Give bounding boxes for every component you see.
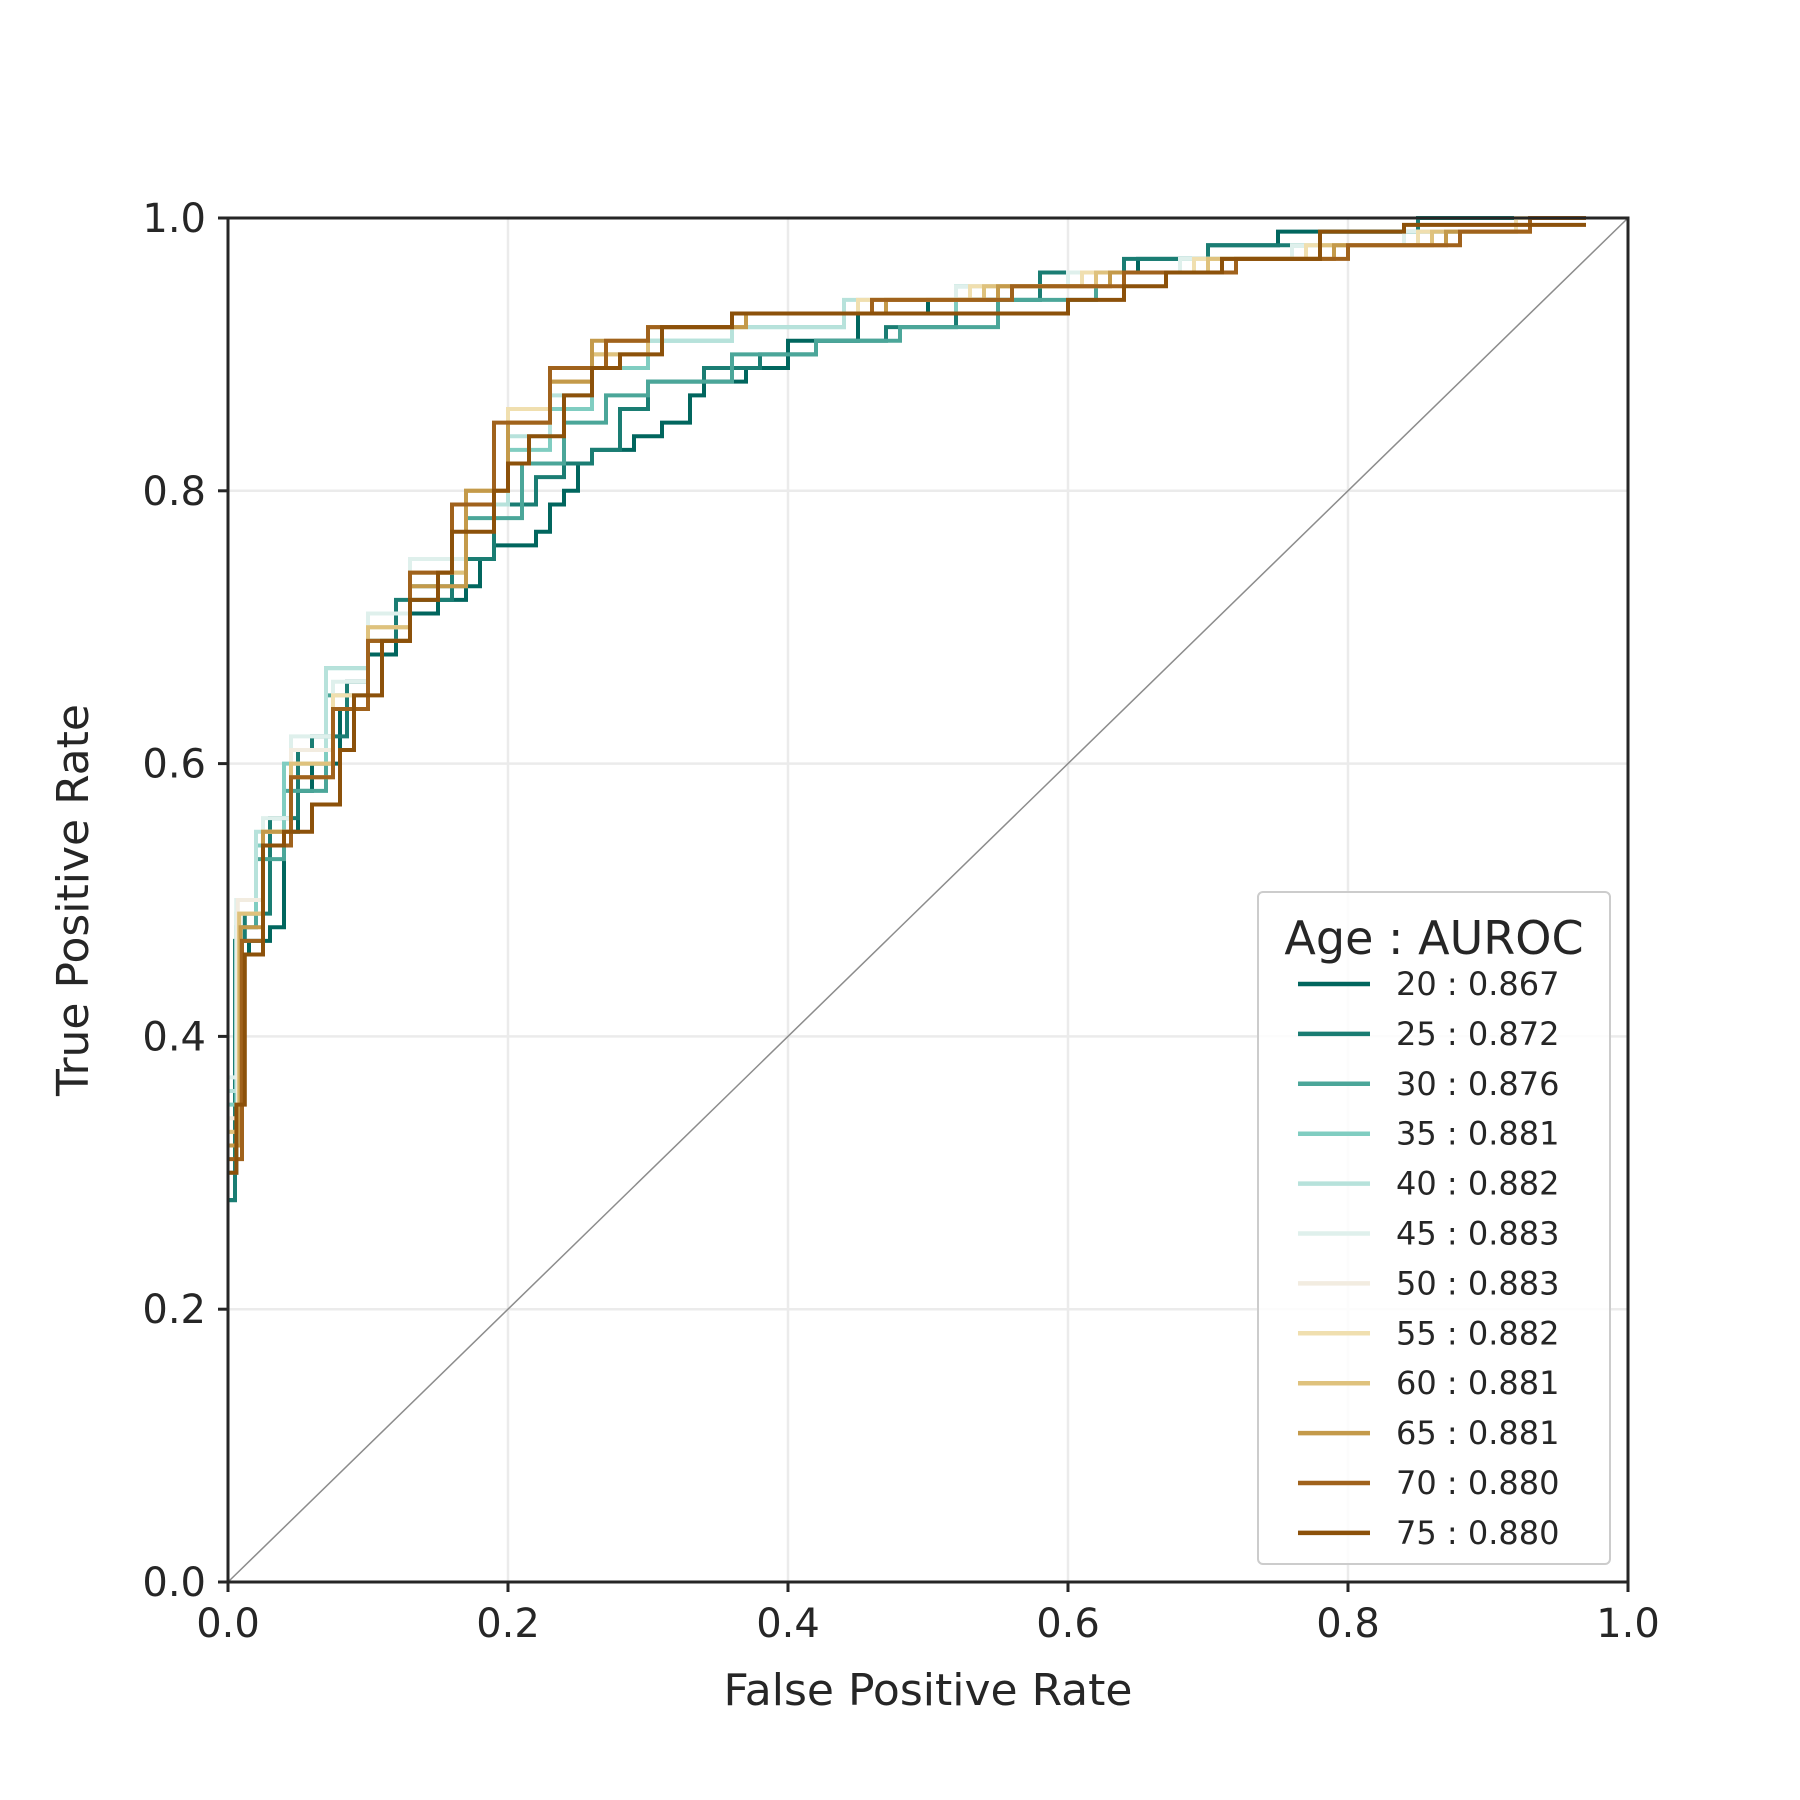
y-tick-label: 1.0 — [142, 196, 206, 242]
x-tick-label: 0.4 — [756, 1601, 820, 1647]
x-axis-label: False Positive Rate — [724, 1665, 1133, 1716]
legend-entry-label: 55 : 0.882 — [1396, 1314, 1559, 1352]
x-tick-label: 0.0 — [196, 1601, 260, 1647]
grid — [226, 216, 1630, 1584]
y-tick-label: 0.6 — [142, 742, 206, 788]
y-tick-label: 0.2 — [142, 1287, 206, 1333]
plot-frame — [226, 216, 1630, 1584]
diagonal-reference — [227, 217, 1629, 1583]
legend-entry-label: 75 : 0.880 — [1396, 1514, 1559, 1552]
legend-entry-label: 45 : 0.883 — [1396, 1215, 1559, 1253]
legend-entry-label: 20 : 0.867 — [1396, 965, 1559, 1003]
x-tick-label: 0.8 — [1316, 1601, 1380, 1647]
roc-curves — [228, 216, 1586, 1203]
roc-curve-series-11 — [228, 222, 1586, 1175]
y-tick-label: 0.4 — [142, 1014, 206, 1060]
x-tick-label: 0.2 — [476, 1601, 540, 1647]
legend-entry-label: 60 : 0.881 — [1396, 1364, 1559, 1402]
legend-entry-label: 40 : 0.882 — [1396, 1165, 1559, 1203]
y-axis-label: True Positive Rate — [48, 704, 99, 1097]
legend-entry-label: 50 : 0.883 — [1396, 1264, 1559, 1302]
y-tick-label: 0.8 — [142, 469, 206, 515]
legend-entry-label: 70 : 0.880 — [1396, 1464, 1559, 1502]
legend-title: Age : AUROC — [1284, 911, 1583, 965]
legend-entry-label: 25 : 0.872 — [1396, 1015, 1559, 1053]
x-tick-label: 0.6 — [1036, 1601, 1100, 1647]
legend-items: 20 : 0.867 25 : 0.872 30 : 0.876 35 : 0.881… — [1298, 965, 1559, 1552]
legend-entry-label: 65 : 0.881 — [1396, 1414, 1559, 1452]
legend-entry-label: 35 : 0.881 — [1396, 1115, 1559, 1153]
legend: Age : AUROC 20 : 0.867 25 : 0.872 30 : 0.8… — [1257, 891, 1611, 1565]
diagonal-line — [227, 217, 1629, 1583]
axis-ticks: 0.0 0.2 0.4 0.6 0.8 1.0 0.0 0.2 0.4 0.6 0.8 1.0 — [142, 196, 1659, 1647]
legend-entry-label: 30 : 0.876 — [1396, 1065, 1559, 1103]
x-tick-label: 1.0 — [1596, 1601, 1660, 1647]
legend-box — [1257, 891, 1611, 1565]
y-tick-label: 0.0 — [142, 1560, 206, 1606]
